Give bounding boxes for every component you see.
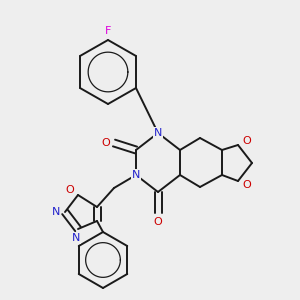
Text: F: F — [105, 26, 111, 36]
Text: O: O — [66, 185, 74, 195]
Text: N: N — [52, 207, 60, 217]
Text: O: O — [154, 217, 162, 227]
Text: N: N — [154, 128, 162, 138]
Text: O: O — [243, 180, 251, 190]
Text: O: O — [243, 136, 251, 146]
Text: N: N — [132, 170, 140, 180]
Text: N: N — [72, 233, 80, 243]
Text: O: O — [102, 138, 110, 148]
